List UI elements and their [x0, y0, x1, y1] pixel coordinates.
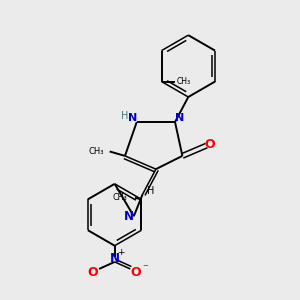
Text: N: N: [124, 210, 134, 223]
Text: N: N: [110, 252, 120, 265]
Text: CH₃: CH₃: [88, 147, 104, 156]
Text: H: H: [147, 186, 155, 196]
Text: +: +: [117, 248, 125, 257]
Text: N: N: [175, 113, 184, 124]
Text: O: O: [205, 138, 215, 151]
Text: H: H: [121, 110, 128, 121]
Text: O: O: [88, 266, 98, 279]
Text: CH₃: CH₃: [113, 193, 128, 202]
Text: ⁻: ⁻: [142, 263, 148, 273]
Text: O: O: [131, 266, 142, 279]
Text: CH₃: CH₃: [177, 77, 191, 86]
Text: N: N: [128, 113, 137, 124]
